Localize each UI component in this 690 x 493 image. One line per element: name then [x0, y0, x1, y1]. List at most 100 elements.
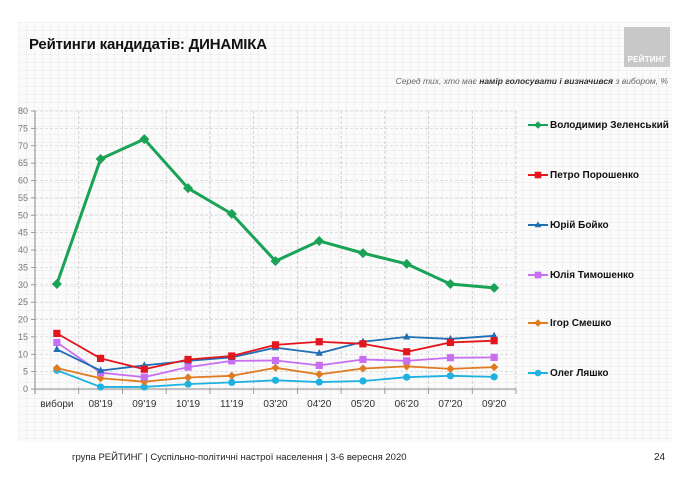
legend-item: Володимир Зеленський	[528, 118, 669, 132]
data-point	[271, 363, 280, 372]
data-point	[140, 365, 148, 373]
legend-swatch-icon	[528, 369, 548, 377]
y-tick-label: 35	[18, 262, 28, 272]
data-point	[315, 370, 324, 379]
y-tick-label: 5	[23, 367, 28, 377]
data-point	[184, 363, 192, 371]
data-point	[403, 332, 411, 340]
data-point	[53, 345, 61, 352]
x-tick-labels: вибори 08'19 09'19 10'19 11'19 03'20 04'20 05'2…	[40, 398, 506, 410]
x-tick-label: 05'20	[351, 399, 376, 410]
legend-label: Юлія Тимошенко	[550, 269, 634, 281]
data-point	[445, 279, 456, 290]
x-tick-label: 11'19	[220, 399, 244, 410]
y-tick-label: 20	[18, 315, 28, 325]
data-point	[96, 374, 105, 383]
data-point	[446, 338, 455, 347]
legend-item: Юлія Тимошенко	[528, 268, 634, 282]
data-point	[490, 373, 498, 381]
data-point	[534, 221, 542, 228]
data-point	[183, 183, 194, 194]
data-point	[184, 380, 192, 388]
data-point	[183, 373, 193, 382]
x-tick-label: 08'19	[89, 399, 114, 410]
data-point	[359, 377, 367, 385]
y-tick-label: 45	[18, 228, 28, 238]
data-point	[227, 371, 236, 380]
data-point	[359, 355, 367, 364]
data-point	[271, 341, 280, 349]
legend-swatch-icon	[528, 271, 548, 279]
legend-label: Юрій Бойко	[550, 219, 609, 231]
data-point	[315, 361, 323, 369]
data-point	[446, 364, 455, 373]
data-point	[489, 282, 500, 293]
data-point	[534, 369, 542, 377]
subtitle-part-end: з вибором, %	[613, 76, 668, 86]
y-tick-label: 65	[18, 158, 28, 168]
data-point	[140, 373, 148, 381]
legend-swatch-icon	[528, 221, 548, 228]
subtitle-bold-part: намір голосувати і визначився	[479, 76, 614, 86]
data-point	[490, 363, 499, 372]
data-point	[490, 331, 498, 339]
legend-label: Петро Порошенко	[550, 169, 639, 181]
y-tick-label: 25	[18, 297, 28, 307]
data-point	[270, 256, 281, 267]
data-point	[226, 208, 237, 219]
subtitle-part: Серед тих, хто має	[395, 76, 480, 86]
y-tick-label: 40	[18, 245, 28, 255]
data-point	[53, 329, 61, 337]
data-point	[401, 258, 412, 269]
data-point	[357, 248, 368, 259]
data-point	[96, 354, 105, 363]
y-tick-label: 15	[18, 332, 28, 342]
legend-swatch-icon	[528, 121, 548, 129]
x-tick-label: 10'19	[176, 399, 201, 410]
data-point	[358, 364, 368, 373]
series-петро-порошенко	[53, 329, 498, 373]
data-point	[534, 271, 542, 279]
data-point	[140, 377, 149, 386]
data-point	[271, 376, 280, 384]
y-tick-label: 10	[18, 349, 28, 359]
series-ігор-смешко	[52, 362, 499, 386]
x-tick-label: 09'19	[132, 399, 157, 410]
data-point	[403, 348, 411, 356]
data-point	[315, 349, 323, 356]
data-point	[228, 378, 236, 386]
data-point	[228, 352, 236, 360]
data-point	[534, 171, 542, 179]
y-tick-label: 50	[18, 210, 28, 220]
x-tick-label: вибори	[40, 398, 73, 410]
y-tick-label: 75	[18, 123, 28, 133]
data-point	[51, 279, 62, 290]
page-number: 24	[654, 452, 666, 463]
x-tick-label: 06'20	[395, 399, 420, 410]
legend-item: Петро Порошенко	[528, 168, 639, 182]
page-title: Рейтинги кандидатів: ДИНАМІКА	[29, 36, 267, 53]
data-point	[139, 134, 150, 145]
y-tick-label: 80	[18, 106, 28, 116]
data-point	[315, 338, 323, 346]
legend-swatch-icon	[528, 319, 548, 327]
data-point	[534, 121, 542, 129]
logo-text: РЕЙТИНГ	[627, 55, 667, 64]
chart-axes	[31, 110, 517, 394]
data-point	[228, 357, 236, 365]
legend-item: Олег Ляшко	[528, 366, 609, 380]
x-tick-label: 03'20	[263, 399, 288, 410]
x-tick-label: 07'20	[438, 399, 463, 410]
data-point	[314, 235, 325, 246]
data-point	[271, 356, 280, 365]
data-point	[490, 337, 498, 345]
data-point	[95, 153, 106, 164]
chart-series	[51, 134, 500, 391]
data-point	[403, 373, 411, 381]
x-tick-label: 04'20	[307, 399, 332, 410]
data-point	[53, 338, 61, 347]
data-point	[140, 383, 148, 391]
rating-logo: РЕЙТИНГ	[624, 27, 670, 67]
data-point	[315, 378, 323, 386]
